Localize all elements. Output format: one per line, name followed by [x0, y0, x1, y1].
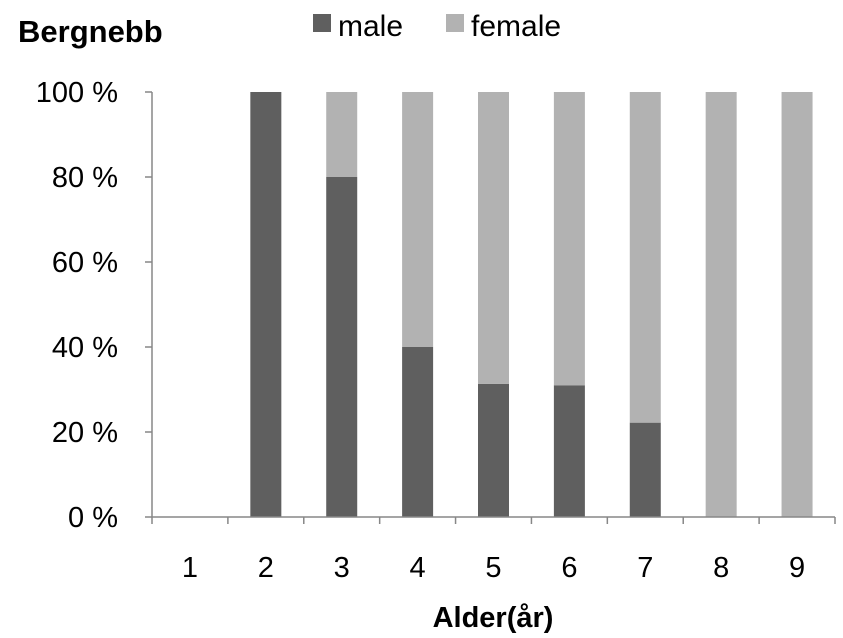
y-tick-label: 40 %: [52, 332, 118, 364]
x-tick-label: 5: [485, 552, 501, 584]
x-tick-label: 9: [789, 552, 805, 584]
bar-female-5: [478, 92, 509, 384]
bar-male-5: [478, 383, 509, 517]
bar-female-6: [553, 92, 585, 386]
x-axis-ticks: 1 2 3 4 5 6 7 8 9: [151, 517, 836, 584]
y-tick-label: 80 %: [52, 162, 118, 194]
bar-group: [250, 92, 813, 517]
x-axis-title: Alder(år): [433, 602, 554, 634]
legend-swatch-male: [313, 14, 331, 32]
x-tick-label: 2: [258, 552, 274, 584]
bar-male-7: [629, 422, 661, 517]
bar-female-9: [781, 92, 813, 517]
bar-female-8: [705, 92, 737, 517]
y-tick-label: 60 %: [52, 247, 118, 279]
x-tick-label: 8: [713, 552, 729, 584]
bar-female-4: [402, 92, 434, 347]
x-tick-label: 6: [561, 552, 577, 584]
x-tick-label: 3: [334, 552, 350, 584]
x-tick-label: 4: [410, 552, 426, 584]
y-tick-label: 100 %: [36, 77, 118, 109]
bar-male-6: [553, 385, 585, 517]
bar-female-3: [326, 92, 358, 177]
legend-label-female: female: [471, 10, 561, 43]
y-tick-label: 0 %: [68, 502, 118, 534]
y-axis-ticks: 0 % 20 % 40 % 60 % 80 % 100 %: [36, 77, 152, 534]
bar-female-7: [629, 92, 661, 423]
x-tick-label: 7: [637, 552, 653, 584]
legend: male female: [313, 10, 561, 43]
bar-male-2: [250, 92, 282, 517]
x-tick-label: 1: [182, 552, 198, 584]
y-tick-label: 20 %: [52, 417, 118, 449]
chart-title: Bergnebb: [18, 14, 163, 49]
bar-male-4: [402, 347, 434, 517]
bar-male-3: [326, 177, 358, 517]
legend-swatch-female: [446, 14, 464, 32]
legend-label-male: male: [338, 10, 403, 43]
